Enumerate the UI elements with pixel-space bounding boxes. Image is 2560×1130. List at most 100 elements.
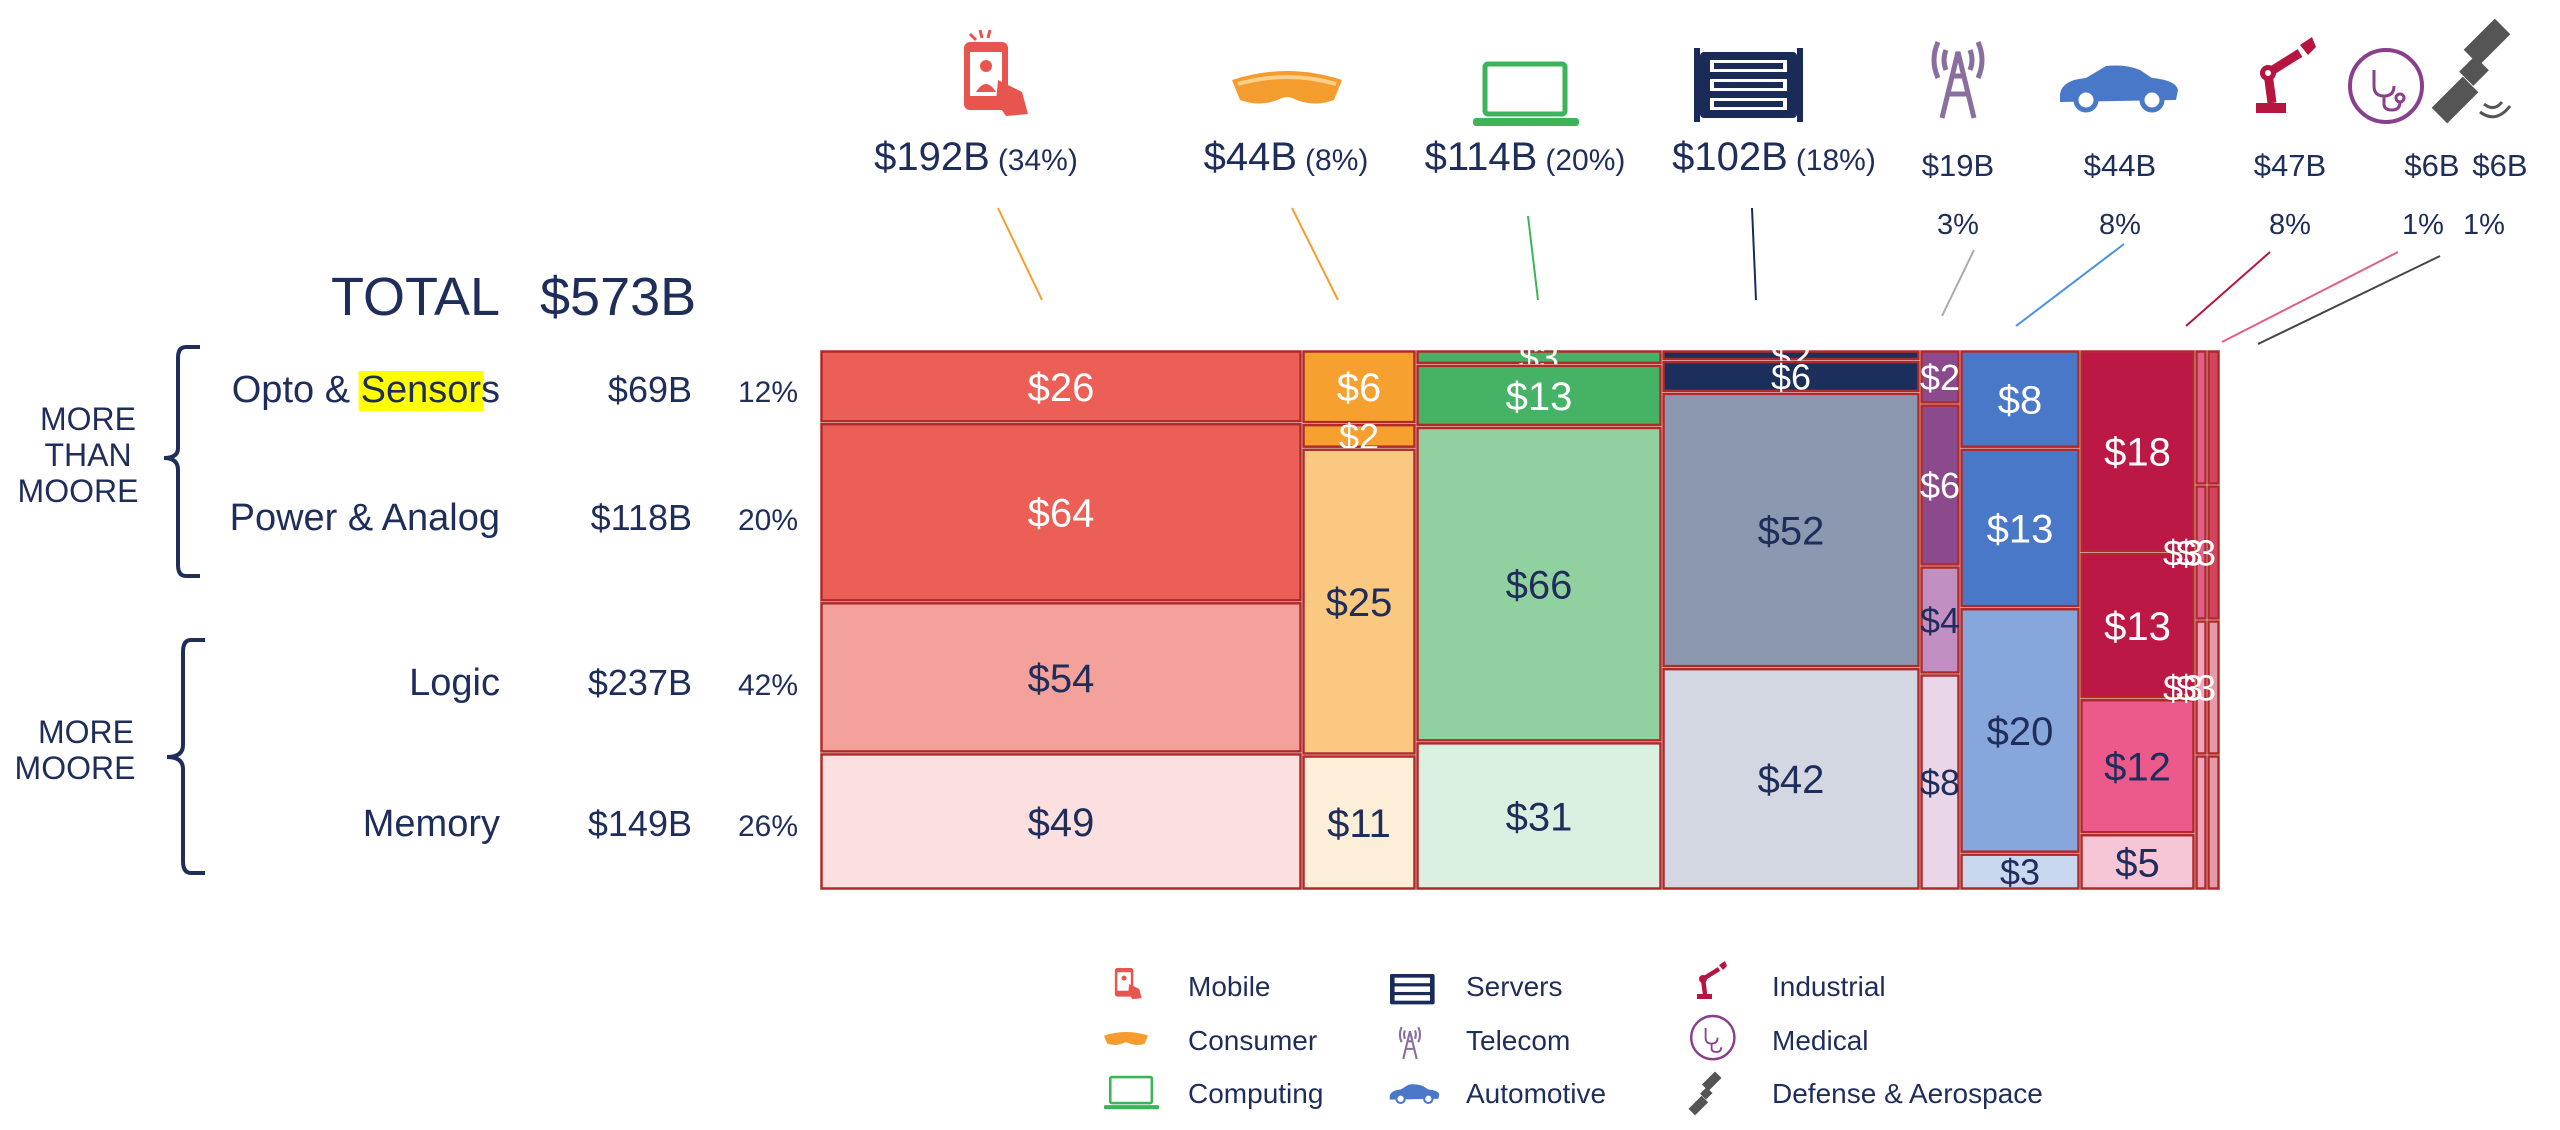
segment-telecom-2 bbox=[1920, 566, 1960, 674]
row-name-opto-sensors: Opto & Sensors bbox=[232, 369, 500, 411]
segment-label: $54 bbox=[1028, 657, 1095, 701]
legend-item-servers: Servers bbox=[1390, 971, 1562, 1005]
segment-label: $8 bbox=[1998, 378, 2043, 422]
row-value: $237B bbox=[588, 662, 692, 703]
leader-line bbox=[2257, 255, 2441, 345]
segment-label: $3 bbox=[2163, 532, 2203, 573]
col-share: 1% bbox=[2402, 209, 2444, 241]
segment-label: $13 bbox=[1987, 507, 2054, 551]
legend-item-computing: Computing bbox=[1104, 1075, 1323, 1110]
segment-label: $3 bbox=[2176, 532, 2216, 573]
stethoscope-icon bbox=[1690, 1014, 1736, 1061]
segment-medical-1 bbox=[2195, 485, 2207, 620]
segment-servers-1 bbox=[1662, 360, 1920, 393]
segment-computing-0 bbox=[1416, 350, 1662, 365]
segment-label: $5 bbox=[2115, 841, 2160, 885]
group-label-line: MORE bbox=[40, 401, 136, 437]
legend: Mobile Consumer Computing Servers bbox=[1104, 961, 2043, 1116]
col-total: $44B bbox=[2084, 148, 2156, 183]
col-total: $19B bbox=[1922, 148, 1994, 183]
robot-arm-icon bbox=[2256, 37, 2316, 113]
segment-servers-0 bbox=[1662, 350, 1920, 361]
col-share: 1% bbox=[2463, 209, 2505, 241]
segment-label: $31 bbox=[1506, 795, 1573, 839]
row-name-power-analog: Power & Analog bbox=[230, 497, 500, 539]
segment-telecom-1 bbox=[1920, 404, 1960, 566]
segment-telecom-0 bbox=[1920, 350, 1960, 404]
legend-label: Industrial bbox=[1772, 971, 1886, 1002]
column-totals: $192B (34%) $44B (8%) $114B (20%) $102B (18%… bbox=[874, 135, 2527, 241]
col-share: 3% bbox=[1937, 209, 1979, 241]
car-icon bbox=[1389, 1084, 1440, 1105]
row-name-logic: Logic bbox=[409, 662, 500, 704]
segment-label: $18 bbox=[2104, 431, 2171, 475]
vr-headset-icon bbox=[1232, 71, 1342, 104]
server-rack-icon bbox=[1390, 974, 1435, 1005]
segment-label: $3 bbox=[2176, 667, 2216, 708]
col-total: $47B bbox=[2254, 148, 2326, 183]
segment-label: $42 bbox=[1758, 758, 1825, 802]
group-more-moore: MORE MOORE bbox=[15, 714, 136, 786]
legend-label: Defense & Aerospace bbox=[1772, 1078, 2043, 1109]
col-total: $114B (20%) bbox=[1425, 135, 1626, 179]
robot-arm-icon bbox=[1697, 961, 1727, 999]
segment-mobile-3 bbox=[820, 753, 1302, 890]
leader-line bbox=[1941, 249, 1975, 317]
satellite-icon bbox=[1688, 1071, 1722, 1116]
segment-mobile-0 bbox=[820, 350, 1302, 423]
segment-label: $66 bbox=[1506, 564, 1573, 608]
segment-medical-2 bbox=[2195, 620, 2207, 755]
segment-consumer-3 bbox=[1302, 755, 1416, 890]
legend-label: Mobile bbox=[1188, 971, 1270, 1002]
segment-defense-aerospace-3 bbox=[2207, 755, 2220, 890]
row-value: $69B bbox=[608, 369, 692, 410]
car-icon bbox=[2060, 65, 2178, 113]
col-total: $192B (34%) bbox=[874, 135, 1078, 179]
row-pct: 12% bbox=[738, 376, 798, 409]
segment-automotive-0 bbox=[1960, 350, 2080, 448]
segment-label: $6 bbox=[1920, 465, 1960, 506]
legend-item-telecom: Telecom bbox=[1398, 1025, 1570, 1060]
segment-label: $4 bbox=[1920, 600, 1960, 641]
legend-label: Automotive bbox=[1466, 1078, 1606, 1109]
leader-lines bbox=[997, 207, 2441, 345]
segment-label: $12 bbox=[2104, 746, 2171, 790]
group-more-than-moore: MORE THAN MOORE bbox=[18, 401, 139, 509]
segment-consumer-1 bbox=[1302, 423, 1416, 448]
segment-computing-2 bbox=[1416, 426, 1662, 742]
segment-label: $25 bbox=[1326, 581, 1393, 625]
antenna-tower-icon bbox=[1398, 1026, 1422, 1060]
segment-label: $20 bbox=[1987, 710, 2054, 754]
row-pct: 26% bbox=[738, 810, 798, 843]
col-total: $6B bbox=[2472, 148, 2527, 183]
segment-label: $11 bbox=[1327, 802, 1391, 846]
group-label-line: THAN bbox=[44, 437, 131, 473]
segment-label: $49 bbox=[1028, 801, 1095, 845]
legend-label: Servers bbox=[1466, 971, 1562, 1002]
col-share: 8% bbox=[2099, 209, 2141, 241]
segment-servers-2 bbox=[1662, 392, 1920, 668]
segment-computing-1 bbox=[1416, 364, 1662, 427]
group-label-line: MOORE bbox=[18, 473, 139, 509]
highlighted-text: Sensor bbox=[361, 369, 482, 411]
row-pct: 20% bbox=[738, 504, 798, 537]
segment-computing-3 bbox=[1416, 742, 1662, 890]
leader-line bbox=[1751, 207, 1757, 301]
leader-line bbox=[2015, 243, 2125, 327]
segment-medical-3 bbox=[2195, 755, 2207, 890]
segment-label: $8 bbox=[1920, 762, 1960, 803]
mobile-icon bbox=[1114, 968, 1142, 1000]
leader-line bbox=[1291, 207, 1339, 301]
segment-label: $13 bbox=[1506, 375, 1573, 419]
col-total: $102B (18%) bbox=[1672, 135, 1876, 179]
legend-label: Computing bbox=[1188, 1078, 1323, 1109]
antenna-tower-icon bbox=[1931, 40, 1985, 119]
segment-industrial-0 bbox=[2080, 350, 2195, 553]
row-name-memory: Memory bbox=[363, 803, 500, 845]
segment-label: $26 bbox=[1028, 366, 1095, 410]
total-label: TOTAL bbox=[331, 267, 500, 327]
group-label-line: MOORE bbox=[15, 750, 136, 786]
legend-item-consumer: Consumer bbox=[1104, 1025, 1317, 1056]
segment-automotive-3 bbox=[1960, 853, 2080, 890]
